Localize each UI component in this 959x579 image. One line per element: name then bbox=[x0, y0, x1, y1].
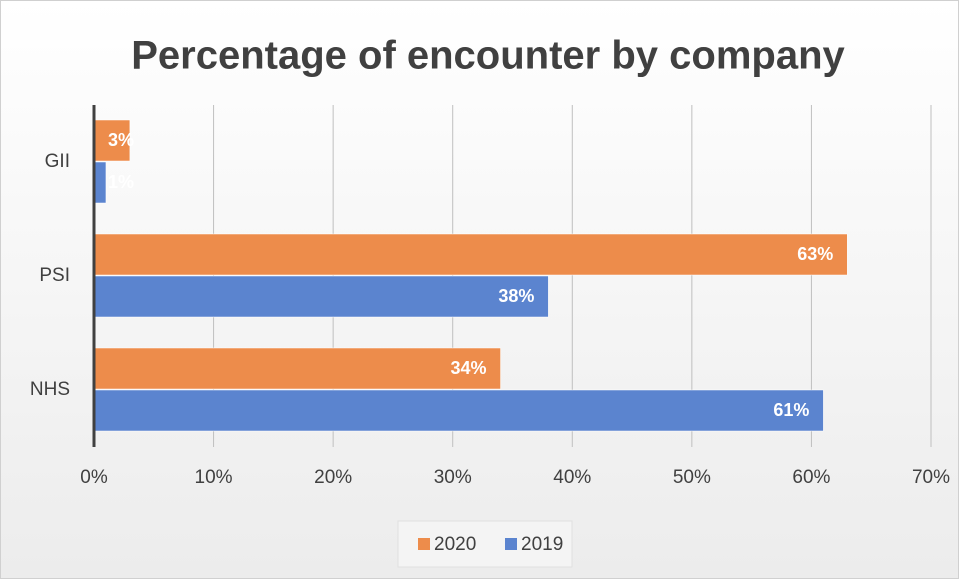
y-tick-label: NHS bbox=[30, 379, 70, 400]
x-tick-label: 60% bbox=[792, 467, 830, 488]
y-tick-label: PSI bbox=[39, 265, 70, 286]
bar bbox=[93, 275, 549, 318]
value-label: 34% bbox=[451, 358, 487, 378]
value-label: 63% bbox=[797, 244, 833, 264]
bar bbox=[93, 233, 848, 276]
bar bbox=[93, 161, 107, 204]
x-tick-label: 0% bbox=[80, 467, 108, 488]
legend-swatch bbox=[505, 538, 517, 550]
x-tick-label: 10% bbox=[195, 467, 233, 488]
bar bbox=[93, 347, 501, 390]
value-label: 3% bbox=[108, 130, 134, 150]
value-label: 38% bbox=[498, 286, 534, 306]
value-label: 61% bbox=[773, 400, 809, 420]
value-label: 1% bbox=[108, 172, 134, 192]
bar bbox=[93, 389, 824, 432]
x-tick-label: 50% bbox=[673, 467, 711, 488]
x-tick-label: 20% bbox=[314, 467, 352, 488]
legend-label: 2020 bbox=[434, 534, 476, 555]
bar bbox=[93, 119, 131, 162]
chart-title: Percentage of encounter by company bbox=[131, 34, 845, 78]
legend-label: 2019 bbox=[521, 534, 563, 555]
x-tick-label: 30% bbox=[434, 467, 472, 488]
y-tick-label: GII bbox=[45, 151, 70, 172]
x-tick-label: 40% bbox=[553, 467, 591, 488]
legend-swatch bbox=[418, 538, 430, 550]
x-tick-label: 70% bbox=[912, 467, 950, 488]
